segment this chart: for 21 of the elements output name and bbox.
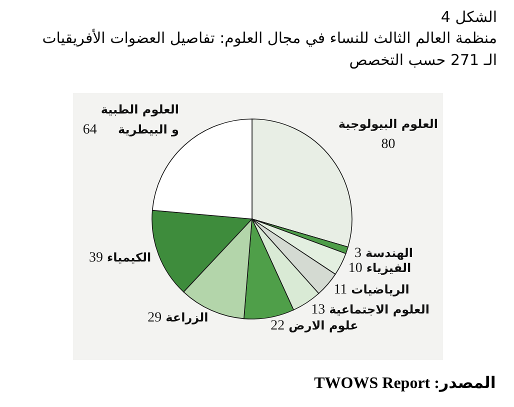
slice-label: علوم الارض bbox=[288, 318, 358, 332]
slice-label: العلوم الاجتماعية bbox=[329, 302, 430, 316]
slice-label: العلوم البيولوجية bbox=[338, 117, 438, 132]
data-label: 80 bbox=[381, 137, 396, 152]
data-label: 39 bbox=[89, 250, 104, 266]
data-label: 3 bbox=[354, 246, 362, 261]
data-label: 13 bbox=[311, 302, 326, 318]
slice-label: الكيمياء bbox=[107, 250, 152, 265]
data-label: 64 bbox=[82, 122, 97, 138]
slice-label: الفيزياء bbox=[366, 260, 412, 275]
data-label: 29 bbox=[148, 310, 162, 326]
data-label: 22 bbox=[270, 318, 285, 334]
data-label: 11 bbox=[334, 282, 348, 298]
slice-label: الرياضيات bbox=[351, 282, 410, 297]
data-label: 10 bbox=[348, 260, 362, 276]
slice-label: الهندسة bbox=[366, 246, 414, 260]
text: المصدر: TWOWS Report bbox=[314, 375, 496, 392]
text: الشكل 4 bbox=[440, 8, 497, 26]
slice-label: الزراعة bbox=[166, 310, 208, 325]
slice-label: العلوم الطبية و البيطرية bbox=[100, 102, 180, 136]
chart-subtitle: منظمة العالم الثالث للنساء في مجال العلوم: تفاصيل العضوات الأفريقيات الـ 271 حسب التخصص bbox=[42, 28, 497, 69]
